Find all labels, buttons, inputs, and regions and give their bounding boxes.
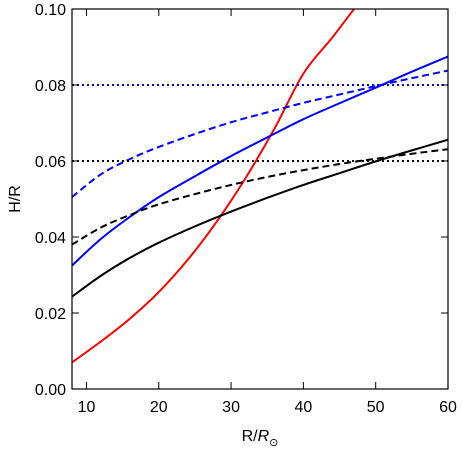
x-tick-label: 30 [222,399,240,416]
series-layer [72,9,448,364]
y-tick-label: 0.04 [35,230,66,247]
series-line-6 [72,148,448,246]
series-line-1 [72,9,355,364]
x-axis-label-italic: R [258,428,270,445]
y-tick-label: 0.02 [35,306,66,323]
x-axis-label: R/R⊙ [242,428,279,449]
x-axis-label-sub: ⊙ [269,437,278,449]
y-tick-label: 0.08 [35,78,66,95]
series-line-2 [72,55,448,267]
x-tick-label: 50 [367,399,385,416]
x-tick-label: 20 [150,399,168,416]
y-tick-label: 0.06 [35,154,66,171]
x-tick-label: 40 [294,399,312,416]
tick-layer: 10 20 30 40 50 60 0.00 0.02 0.04 0.06 0.08 0.10 [35,2,457,416]
y-tick-label: 0.00 [35,382,66,399]
x-tick-label: 10 [78,399,96,416]
x-axis-label-main: R/ [242,428,259,445]
y-axis-label: H/R [7,185,24,213]
plot-frame [71,8,449,390]
x-tick-label: 60 [439,399,457,416]
y-tick-label: 0.10 [35,2,66,19]
